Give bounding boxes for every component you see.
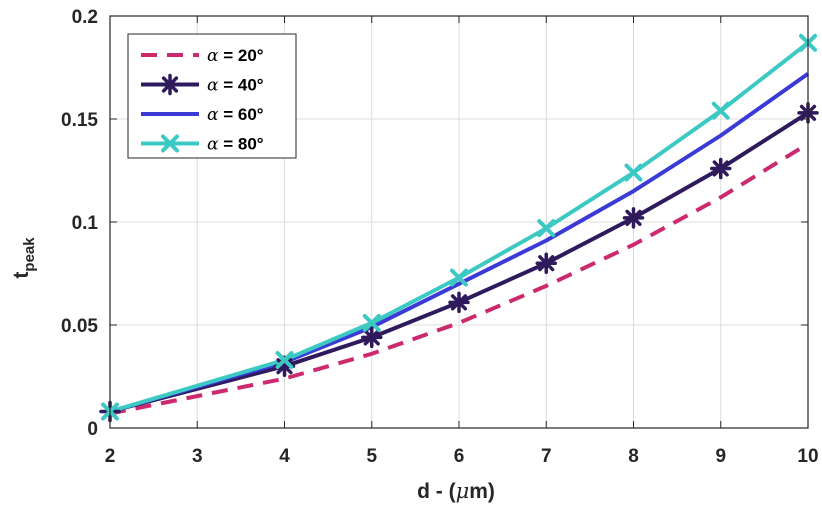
- series-line-1: [109, 141, 810, 416]
- data-point-series-4: [362, 313, 381, 332]
- legend: α = 20°α = 40°α = 60°α = 80°: [127, 33, 297, 159]
- x-axis-ticks: 2 3 4 5 6 7 8 9 10: [105, 16, 819, 467]
- x-tick-label: 7: [541, 446, 552, 467]
- y-axis-title: tpeak: [10, 237, 38, 279]
- data-point-series-2: [535, 252, 557, 274]
- data-point-series-2: [361, 326, 383, 349]
- x-tick-label: 5: [366, 446, 377, 467]
- x-tick-label: 10: [797, 446, 818, 467]
- data-point-series-4: [537, 219, 556, 238]
- legend-marker: [159, 73, 181, 96]
- y-tick-label: 0.15: [61, 110, 98, 131]
- series-line-4: [109, 41, 810, 414]
- series-line-2: [109, 111, 810, 414]
- y-tick-label: 0: [87, 419, 98, 440]
- data-point-series-4: [624, 163, 643, 182]
- legend-label-text: = 40°: [218, 76, 263, 95]
- data-point-series-2: [448, 291, 470, 314]
- legend-label-symbol: α: [207, 76, 219, 96]
- x-tick-label: 6: [454, 446, 465, 467]
- y-tick-label: 0.05: [61, 316, 98, 337]
- legend-item-4: α = 80°: [141, 134, 264, 155]
- x-tick-label: 3: [192, 446, 203, 467]
- legend-label: α = 20°: [207, 46, 264, 66]
- series-line-3: [109, 72, 810, 414]
- data-point-series-4: [711, 101, 730, 120]
- y-tick-label: 0.2: [72, 7, 98, 28]
- legend-item-1: α = 20°: [141, 46, 264, 66]
- legend-marker: [161, 134, 179, 153]
- y-axis-ticks: 0 0.05 0.1 0.15 0.2: [61, 7, 808, 440]
- x-axis-title-mu: μ: [456, 479, 470, 503]
- y-axis-title-subscript: peak: [21, 237, 38, 272]
- legend-label-symbol: α: [207, 105, 219, 125]
- x-tick-label: 9: [715, 446, 726, 467]
- data-point-series-4: [275, 351, 294, 370]
- x-tick-label: 4: [279, 446, 290, 467]
- series-lines: [109, 41, 810, 416]
- y-tick-label: 0.1: [72, 213, 99, 234]
- y-axis-title-main: t: [10, 272, 33, 279]
- legend-label-symbol: α: [207, 135, 219, 155]
- legend-label: α = 40°: [207, 76, 264, 96]
- x-tick-label: 2: [105, 446, 116, 467]
- legend-label: α = 80°: [207, 135, 264, 155]
- data-point-series-2: [622, 207, 645, 229]
- data-point-series-2: [710, 157, 732, 180]
- x-axis-title-prefix: d - (: [417, 480, 455, 503]
- legend-label-text: = 20°: [218, 46, 263, 65]
- legend-label-text: = 80°: [218, 135, 263, 154]
- data-point-series-4: [450, 268, 468, 287]
- legend-label: α = 60°: [207, 105, 264, 125]
- legend-item-3: α = 60°: [141, 105, 264, 125]
- x-axis-title: d - (μm): [417, 479, 495, 503]
- legend-label-symbol: α: [207, 46, 219, 66]
- x-tick-label: 8: [628, 446, 639, 467]
- legend-item-2: α = 40°: [141, 73, 264, 96]
- legend-label-text: = 60°: [218, 105, 263, 124]
- x-axis-title-suffix: m): [469, 480, 495, 503]
